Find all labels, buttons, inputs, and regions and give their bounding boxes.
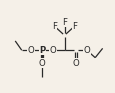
Text: F: F (72, 22, 77, 31)
Text: F: F (51, 22, 56, 31)
Text: O: O (83, 46, 89, 55)
Text: F: F (62, 18, 66, 27)
Text: O: O (72, 59, 78, 68)
Text: O: O (50, 46, 56, 55)
Text: O: O (39, 59, 45, 68)
Text: P: P (39, 46, 45, 55)
Text: O: O (27, 46, 34, 55)
